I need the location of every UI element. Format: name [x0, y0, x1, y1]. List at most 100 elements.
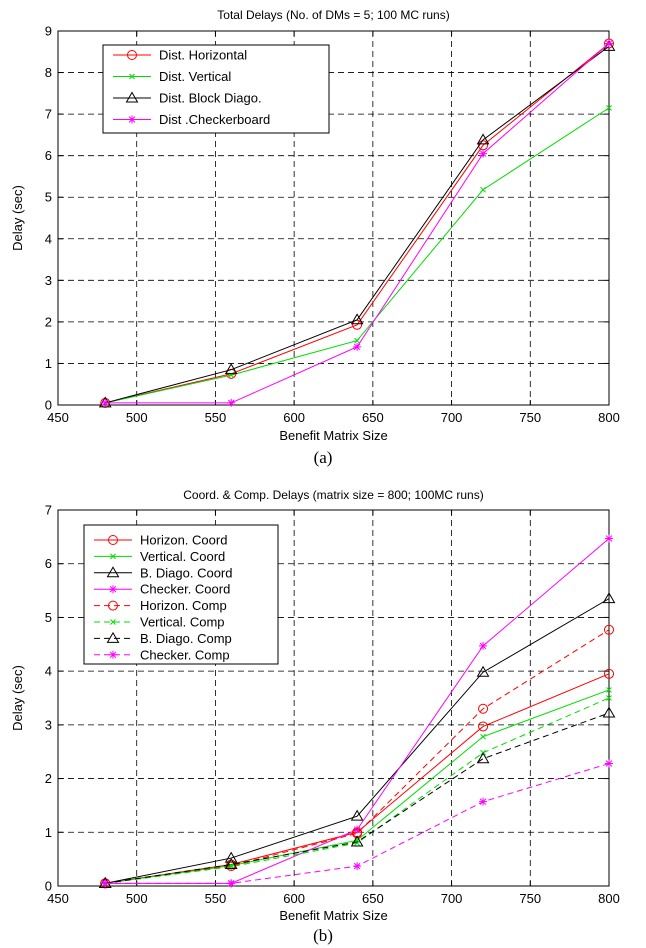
legend-label: Horizon. Coord	[140, 533, 227, 548]
data-point	[605, 759, 613, 768]
data-point	[602, 706, 616, 718]
legend-box	[102, 44, 330, 134]
legend-label: Dist .Checkerboard	[159, 112, 270, 127]
data-point	[353, 862, 362, 871]
legend-marker	[109, 650, 117, 659]
y-tick-label: 9	[45, 24, 52, 39]
x-tick-label: 450	[47, 891, 69, 906]
y-tick-label: 2	[45, 771, 52, 786]
legend-label: Checker. Comp	[140, 647, 230, 662]
legend-label: Dist. Block Diago.	[159, 91, 262, 106]
x-tick-label: 750	[519, 891, 541, 906]
series-2	[98, 39, 616, 408]
y-tick-label: 5	[45, 190, 52, 205]
legend-label: Dist. Vertical	[159, 69, 231, 84]
series-3	[101, 39, 613, 407]
data-point	[476, 665, 490, 677]
x-tick-label: 800	[598, 410, 620, 425]
x-axis-label: Benefit Matrix Size	[279, 908, 387, 923]
data-point	[606, 687, 612, 693]
y-tick-label: 4	[45, 664, 52, 679]
data-point	[350, 835, 364, 847]
legend-label: Checker. Coord	[140, 582, 230, 597]
y-tick-label: 6	[45, 148, 52, 163]
x-tick-label: 550	[205, 891, 227, 906]
data-point	[604, 38, 614, 49]
chart-title: Coord. & Comp. Delays (matrix size = 800…	[183, 488, 483, 502]
y-axis-label: Delay (sec)	[10, 665, 25, 731]
series-6	[98, 706, 616, 888]
data-point	[480, 733, 486, 740]
data-point	[353, 825, 362, 834]
series-7	[101, 759, 613, 888]
y-tick-label: 0	[45, 879, 52, 894]
legend-marker	[106, 631, 120, 643]
data-point	[476, 133, 490, 145]
series-line	[105, 45, 610, 404]
legend-label: Vertical. Coord	[140, 549, 225, 564]
legend-label: Dist. Horizontal	[159, 48, 247, 63]
data-point	[476, 752, 490, 764]
legend: Dist. Horizontal Dist. Vertical Dist. Bloc…	[102, 44, 330, 134]
data-point	[606, 105, 612, 111]
legend-marker	[108, 535, 118, 545]
legend-marker	[110, 619, 116, 625]
legend-label: B. Diago. Comp	[140, 631, 232, 646]
data-point	[478, 703, 489, 714]
data-point	[352, 828, 363, 839]
data-point	[101, 398, 110, 407]
x-tick-label: 700	[441, 410, 463, 425]
y-tick-label: 5	[45, 610, 52, 625]
y-tick-label: 2	[45, 314, 52, 329]
data-point	[605, 39, 613, 48]
data-point	[353, 342, 362, 351]
x-tick-label: 650	[362, 891, 384, 906]
x-tick-label: 700	[441, 891, 463, 906]
x-tick-label: 600	[283, 410, 305, 425]
series-line	[105, 712, 610, 884]
data-point	[478, 721, 489, 732]
y-tick-label: 6	[45, 556, 52, 571]
data-point	[480, 186, 486, 193]
chart-title: Total Delays (No. of DMs = 5; 100 MC run…	[217, 8, 449, 22]
caption-a: (a)	[313, 448, 333, 467]
data-point	[227, 879, 236, 888]
x-tick-label: 500	[126, 891, 148, 906]
y-tick-label: 3	[45, 273, 52, 288]
data-point	[224, 363, 238, 375]
y-tick-label: 4	[45, 231, 52, 246]
y-tick-label: 0	[45, 398, 52, 413]
x-tick-label: 450	[47, 410, 69, 425]
chart-a: 450 500 550 600 650 700 750 800 0 1 2 3 4 5 6 7 8 9 Total …	[10, 8, 620, 443]
data-point	[606, 695, 612, 701]
x-tick-label: 800	[598, 891, 620, 906]
x-tick-label: 750	[519, 410, 541, 425]
caption-b: (b)	[313, 926, 333, 945]
legend-label: Horizon. Comp	[140, 598, 227, 613]
y-tick-label: 7	[45, 107, 52, 122]
legend-marker	[129, 73, 135, 80]
legend-marker	[128, 115, 136, 124]
data-point	[350, 313, 364, 325]
legend-marker	[108, 600, 118, 611]
axes-box	[57, 30, 610, 406]
series-line	[105, 43, 610, 404]
y-tick-label: 7	[45, 503, 52, 518]
legend-label: Vertical. Comp	[140, 615, 225, 630]
data-point	[605, 534, 613, 543]
y-tick-label: 8	[45, 65, 52, 80]
legend-box	[83, 524, 279, 665]
data-point	[479, 641, 488, 650]
data-point	[604, 624, 614, 635]
series-line	[105, 598, 610, 884]
data-point	[101, 879, 110, 888]
legend-marker	[106, 566, 120, 578]
data-point	[602, 592, 616, 604]
y-tick-label: 1	[45, 825, 52, 840]
y-tick-label: 3	[45, 717, 52, 732]
y-tick-label: 1	[45, 356, 52, 371]
x-tick-label: 650	[362, 410, 384, 425]
x-axis-label: Benefit Matrix Size	[279, 428, 387, 443]
data-point	[354, 840, 360, 846]
